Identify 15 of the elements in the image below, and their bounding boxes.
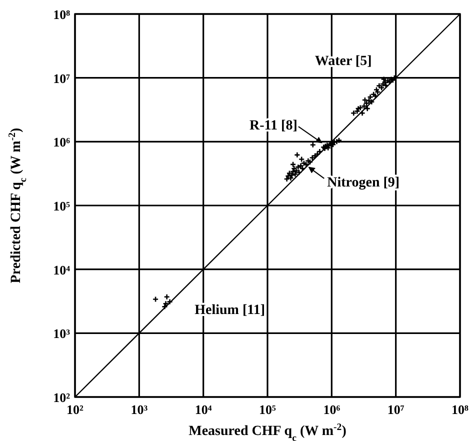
x-tick-label: 10³ bbox=[130, 402, 148, 417]
x-axis-title: Measured CHF q$_{c}$ (W m$^{-2}$) bbox=[188, 422, 347, 441]
x-tick-label: 10⁵ bbox=[259, 402, 276, 417]
y-tick-label: 10⁸ bbox=[53, 7, 70, 22]
x-tick-label: 10⁶ bbox=[323, 402, 340, 417]
x-tick-label: 10⁸ bbox=[452, 402, 469, 417]
y-tick-label: 10² bbox=[53, 390, 70, 405]
x-tick-label: 10⁷ bbox=[387, 402, 404, 417]
y-tick-label: 10⁷ bbox=[53, 70, 70, 86]
y-tick-label: 10⁴ bbox=[53, 262, 70, 278]
y-tick-label: 10⁵ bbox=[53, 198, 70, 214]
x-tick-label: 10² bbox=[66, 402, 84, 417]
x-tick-label: 10⁴ bbox=[194, 402, 212, 417]
y-tick-label: 10⁶ bbox=[53, 134, 70, 150]
y-tick-label: 10³ bbox=[53, 326, 70, 342]
